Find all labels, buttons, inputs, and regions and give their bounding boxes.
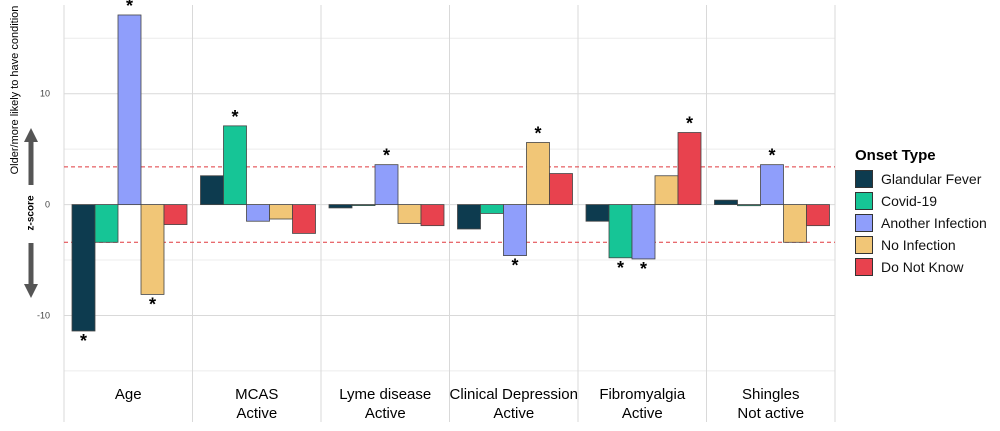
x-category-label: Lyme disease xyxy=(339,386,431,403)
significance-markers: * * * * * * * * * * * xyxy=(80,0,776,351)
bar xyxy=(714,199,738,205)
x-category-sublabel: Not active xyxy=(737,405,804,422)
significance-star: * xyxy=(534,123,541,143)
bar xyxy=(269,204,293,220)
legend-label: Glandular Fever xyxy=(881,171,982,187)
bar xyxy=(585,204,610,222)
bar xyxy=(94,204,119,243)
bar xyxy=(677,132,702,205)
bar xyxy=(140,204,165,295)
bar xyxy=(549,173,573,205)
gridlines xyxy=(63,5,836,422)
arrow-down-head xyxy=(24,284,38,298)
legend-item: Do Not Know xyxy=(855,257,987,277)
significance-star: * xyxy=(640,259,647,279)
arrow-up-head xyxy=(24,128,38,142)
x-category-sublabel: Active xyxy=(236,405,277,422)
significance-star: * xyxy=(126,0,133,16)
legend-item: No Infection xyxy=(855,235,987,255)
legend-label: Covid-19 xyxy=(881,193,938,209)
x-category-label: Age xyxy=(115,386,142,403)
bar xyxy=(374,164,399,205)
legend-swatch xyxy=(855,192,873,210)
x-category-labels: Age MCAS Active Lyme disease Active Clinical … xyxy=(115,386,804,422)
bar xyxy=(117,14,142,205)
legend: Onset Type Glandular Fever Covid-19 Anothe… xyxy=(855,147,987,279)
bar xyxy=(631,204,656,260)
bar xyxy=(503,204,527,256)
significance-star: * xyxy=(768,146,775,166)
y-tick-label: 10 xyxy=(40,89,50,99)
legend-title: Onset Type xyxy=(855,147,936,164)
legend-label: No Infection xyxy=(881,237,956,253)
bar xyxy=(163,204,188,225)
bar xyxy=(328,204,353,209)
legend-item: Another Infection xyxy=(855,213,987,233)
x-category-label: Fibromyalgia xyxy=(599,386,686,403)
legend-swatch xyxy=(855,258,873,276)
x-category-label: MCAS xyxy=(235,386,278,403)
bar xyxy=(760,164,784,205)
bar xyxy=(292,204,316,234)
y-tick-label: -10 xyxy=(37,310,50,320)
bar xyxy=(223,125,247,205)
x-category-sublabel: Active xyxy=(493,405,534,422)
legend-item: Covid-19 xyxy=(855,191,987,211)
legend-swatch xyxy=(855,214,873,232)
bar xyxy=(806,204,830,227)
legend-swatch xyxy=(855,170,873,188)
significance-star: * xyxy=(80,331,87,351)
direction-arrows xyxy=(24,128,38,298)
legend-item: Glandular Fever xyxy=(855,169,987,189)
bar xyxy=(397,204,422,224)
bar xyxy=(420,204,445,227)
bar xyxy=(200,175,224,205)
significance-star: * xyxy=(149,294,156,314)
bar xyxy=(608,204,633,259)
x-category-sublabel: Active xyxy=(622,405,663,422)
significance-star: * xyxy=(686,114,693,134)
y-tick-label: 0 xyxy=(45,200,50,210)
legend-label: Do Not Know xyxy=(881,259,964,275)
bar xyxy=(654,175,679,205)
bars xyxy=(71,14,830,332)
legend-label: Another Infection xyxy=(881,215,987,231)
x-category-label: Shingles xyxy=(742,386,800,403)
bar xyxy=(71,204,96,332)
bar xyxy=(737,204,761,207)
legend-swatch xyxy=(855,236,873,254)
significance-star: * xyxy=(383,146,390,166)
bar xyxy=(480,204,504,214)
significance-star: * xyxy=(231,107,238,127)
x-category-sublabel: Active xyxy=(365,405,406,422)
y-axis-title: Older/more likely to have condition xyxy=(9,5,21,175)
significance-star: * xyxy=(617,258,624,278)
bar xyxy=(526,142,550,205)
bar xyxy=(457,204,481,230)
x-category-label: Clinical Depression xyxy=(450,386,578,403)
y-tick-labels: -10 0 10 xyxy=(37,89,50,321)
bar xyxy=(246,204,270,222)
threshold-lines xyxy=(64,166,835,243)
z-score-label: z-score xyxy=(25,195,37,231)
bar xyxy=(351,204,376,206)
bar xyxy=(783,204,807,243)
legend-items: Glandular Fever Covid-19 Another Infection… xyxy=(855,169,987,277)
significance-star: * xyxy=(511,256,518,276)
